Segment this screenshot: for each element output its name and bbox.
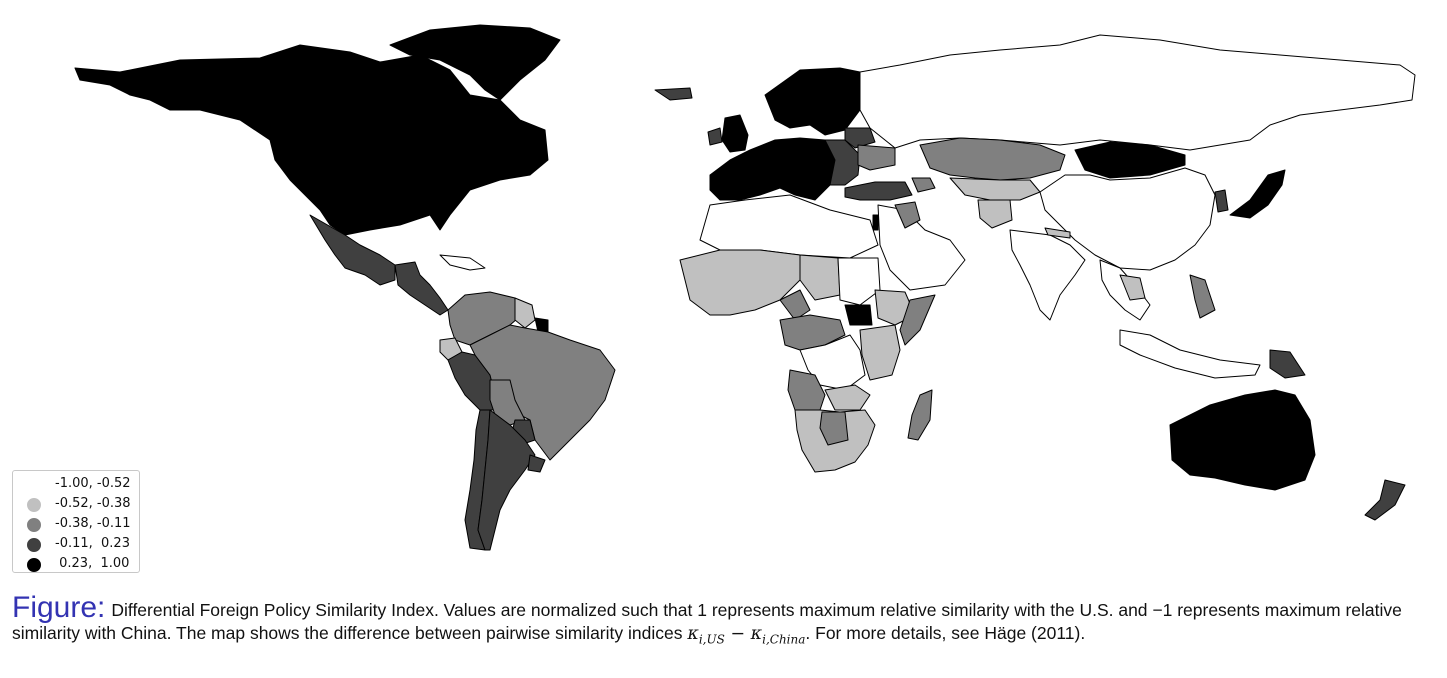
region-argentina: [477, 409, 536, 551]
legend-item: -0.11, 0.23: [13, 534, 139, 554]
region-zambia: [824, 384, 871, 411]
region-east-africa: [859, 324, 901, 381]
legend-item: -0.52, -0.38: [13, 494, 139, 514]
legend-label: -0.11, 0.23: [55, 536, 130, 551]
region-north-america: [74, 44, 549, 236]
kappa-symbol: κ: [687, 624, 699, 644]
region-ukraine: [857, 144, 896, 171]
region-caribbean: [439, 254, 486, 271]
region-iraq: [894, 201, 921, 229]
region-new-zealand: [1364, 479, 1406, 521]
legend-swatch: [27, 538, 41, 552]
region-kazakhstan: [919, 137, 1066, 181]
legend-swatch: [27, 478, 41, 492]
map-legend: -1.00, -0.52 -0.52, -0.38 -0.38, -0.11 -…: [12, 470, 140, 573]
legend-label: 0.23, 1.00: [55, 556, 130, 571]
region-russia: [859, 34, 1416, 151]
region-korea: [1214, 189, 1229, 213]
region-middle-east: [877, 204, 966, 291]
region-south-sudan: [844, 304, 873, 326]
region-uk: [721, 114, 749, 153]
region-chad: [799, 254, 841, 301]
kappa-symbol: κ: [750, 624, 763, 644]
region-australia: [1169, 389, 1316, 491]
region-uruguay: [527, 454, 546, 473]
figure-caption: Figure: Differential Foreign Policy Simil…: [12, 593, 1437, 652]
legend-swatch: [27, 498, 41, 512]
subscript-us: i,US: [698, 632, 725, 647]
region-india: [1009, 229, 1086, 321]
caption-lead: Figure:: [12, 591, 106, 624]
region-caucasus: [911, 177, 936, 193]
region-belarus: [844, 127, 876, 149]
world-map: -1.00, -0.52 -0.52, -0.38 -0.38, -0.11 -…: [12, 24, 1416, 573]
region-mongolia: [1074, 141, 1186, 179]
caption-text-1: Differential Foreign Policy Similarity I…: [12, 600, 1402, 643]
region-western-europe: [709, 137, 836, 201]
region-central-asia: [949, 177, 1041, 201]
region-north-africa: [699, 194, 879, 259]
region-afghanistan: [977, 199, 1013, 229]
region-png: [1269, 349, 1306, 379]
legend-item: 0.23, 1.00: [13, 554, 139, 574]
region-indonesia: [1119, 329, 1261, 379]
legend-label: -1.00, -0.52: [55, 476, 131, 491]
legend-item: -1.00, -0.52: [13, 474, 139, 494]
legend-item: -0.38, -0.11: [13, 514, 139, 534]
region-somalia: [899, 294, 936, 346]
region-greenland: [389, 24, 561, 101]
region-nigeria: [779, 289, 811, 321]
region-china: [1039, 167, 1216, 271]
region-scandinavia: [764, 67, 861, 136]
legend-label: -0.38, -0.11: [55, 516, 131, 531]
caption-text-2: . For more details, see Häge (2011).: [805, 623, 1086, 643]
region-madagascar: [907, 389, 933, 441]
region-philippines: [1189, 274, 1216, 319]
minus-sign: −: [724, 624, 751, 644]
caption-formula: κi,US − κi,China: [687, 624, 806, 647]
legend-label: -0.52, -0.38: [55, 496, 131, 511]
subscript-china: i,China: [762, 632, 806, 647]
region-turkey: [844, 181, 913, 201]
region-nepal: [1044, 227, 1071, 239]
region-central-america: [394, 261, 449, 316]
legend-swatch: [27, 518, 41, 532]
region-guyana: [514, 297, 536, 329]
region-japan: [1229, 169, 1286, 219]
region-west-africa: [679, 249, 801, 316]
legend-swatch: [27, 558, 41, 572]
region-iceland: [654, 87, 693, 101]
region-sudan: [837, 257, 881, 306]
region-israel: [872, 214, 879, 231]
region-botswana: [819, 411, 849, 446]
region-mexico: [309, 214, 396, 286]
region-thailand: [1119, 274, 1146, 301]
region-southeast-asia: [1099, 259, 1151, 321]
choropleth-map: [74, 24, 1416, 551]
region-ireland: [707, 127, 723, 146]
region-central-africa: [779, 314, 846, 351]
